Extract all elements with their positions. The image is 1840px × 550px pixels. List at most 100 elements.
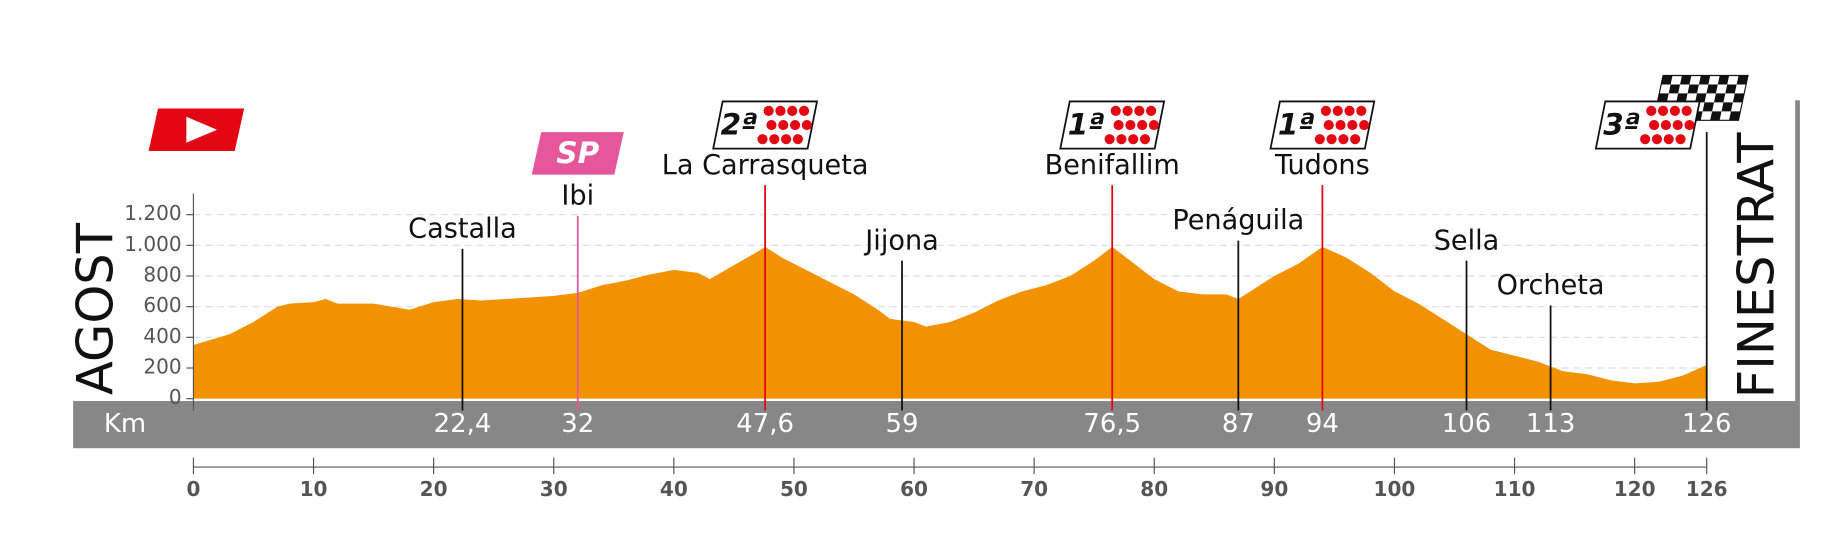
badge-label: 1ª	[1278, 108, 1315, 142]
finish-name: FINESTRAT	[1727, 132, 1785, 399]
climb-badge: 1ª	[1269, 100, 1376, 150]
y-tick-label: 800	[143, 263, 181, 287]
polka-dot	[1669, 105, 1680, 116]
climb-badge: 2ª	[712, 100, 819, 150]
km-bar	[73, 401, 1800, 449]
km-title: Km	[104, 409, 146, 439]
flag-square	[1729, 111, 1741, 121]
badge-label: 1ª	[1068, 108, 1105, 142]
polka-dot	[1350, 134, 1361, 145]
polka-dot	[1646, 105, 1657, 116]
marker-name: Tudons	[1274, 150, 1370, 181]
polka-dot	[1116, 134, 1127, 145]
polka-dot	[1660, 119, 1671, 131]
x-tick-label: 40	[660, 477, 688, 501]
polka-dot	[1344, 105, 1355, 116]
x-tick-label: 10	[300, 477, 328, 501]
polka-dot	[781, 134, 792, 145]
polka-dot	[1104, 134, 1115, 145]
polka-dot	[1332, 105, 1343, 116]
x-tick-label: 100	[1374, 477, 1416, 501]
polka-dot	[1146, 105, 1157, 116]
x-tick-label: 60	[900, 477, 928, 501]
marker-km: 113	[1526, 409, 1576, 439]
polka-dot	[775, 105, 786, 116]
y-tick-label: 400	[143, 324, 181, 348]
polka-dot	[769, 134, 780, 145]
flag-square	[1698, 75, 1711, 85]
flag-square	[1687, 84, 1699, 94]
polka-dot	[1347, 119, 1358, 131]
polka-dot	[1323, 119, 1334, 131]
polka-dot	[757, 134, 768, 145]
polka-dot	[1320, 105, 1332, 116]
polka-dot	[790, 119, 801, 131]
polka-dot	[778, 119, 789, 131]
flag-square	[1657, 93, 1669, 103]
polka-dot	[1338, 134, 1349, 145]
start-name: AGOST	[67, 222, 125, 395]
polka-dot	[1110, 105, 1121, 116]
polka-dot	[766, 119, 777, 131]
polka-dot	[801, 119, 812, 131]
marker-name: Sella	[1434, 225, 1500, 256]
finish-bar	[1795, 100, 1800, 402]
polka-dot	[1125, 119, 1136, 131]
flag-square	[1702, 102, 1714, 112]
climb-badge: 3ª	[1594, 100, 1701, 150]
badge-label: 2ª	[721, 108, 758, 142]
polka-dot	[1663, 134, 1674, 145]
marker-km: 94	[1306, 409, 1339, 439]
marker-km: 106	[1442, 409, 1492, 439]
start-icon	[148, 108, 245, 151]
marker-km: 87	[1222, 409, 1255, 439]
flag-square	[1668, 84, 1681, 94]
marker-km: 76,5	[1083, 409, 1141, 439]
marker-name: Castalla	[408, 214, 517, 245]
x-tick-label: 30	[540, 477, 568, 501]
polka-dot	[792, 134, 803, 145]
polka-dot	[1681, 105, 1692, 116]
polka-dot	[1122, 105, 1133, 116]
polka-dot	[1684, 119, 1695, 131]
polka-dot	[1649, 119, 1660, 131]
marker-km: 47,6	[736, 409, 794, 439]
x-tick-label: 50	[780, 477, 808, 501]
polka-dot	[1651, 134, 1663, 145]
flag-square	[1732, 93, 1745, 103]
polka-dot	[1134, 105, 1145, 116]
badge-label: 3ª	[1603, 108, 1640, 142]
x-tick-label: 20	[420, 477, 448, 501]
y-tick-label: 200	[143, 355, 181, 379]
polka-dot	[1640, 134, 1651, 145]
x-tick-label: 126	[1686, 477, 1728, 501]
finish-km: 126	[1682, 409, 1732, 439]
flag-square	[1721, 102, 1733, 112]
flag-square	[1676, 93, 1688, 103]
badge-label: SP	[556, 136, 599, 170]
x-tick-label: 120	[1614, 477, 1656, 501]
polka-dot	[1359, 119, 1370, 131]
polka-dot	[1658, 105, 1669, 116]
polka-dot	[1326, 134, 1337, 145]
polka-dot	[1113, 119, 1124, 131]
y-tick-label: 0	[169, 385, 182, 409]
x-tick-label: 80	[1140, 477, 1168, 501]
flag-square	[1706, 84, 1718, 94]
polka-dot	[1137, 119, 1148, 131]
elevation-area	[193, 246, 1707, 399]
polka-dot	[1672, 119, 1683, 131]
marker-name: Ibi	[561, 180, 594, 211]
polka-dot	[1139, 134, 1151, 145]
polka-dot	[763, 105, 774, 116]
marker-name: Penáguila	[1172, 205, 1304, 236]
polka-dot	[1335, 119, 1346, 131]
flag-square	[1710, 111, 1722, 121]
flag-square	[1661, 75, 1673, 85]
x-tick-label: 0	[186, 477, 200, 501]
climb-badge: 1ª	[1059, 100, 1166, 150]
polka-dot	[798, 105, 810, 116]
marker-km: 59	[886, 409, 919, 439]
sprint-badge: SP	[531, 132, 624, 175]
x-tick-label: 90	[1260, 477, 1288, 501]
